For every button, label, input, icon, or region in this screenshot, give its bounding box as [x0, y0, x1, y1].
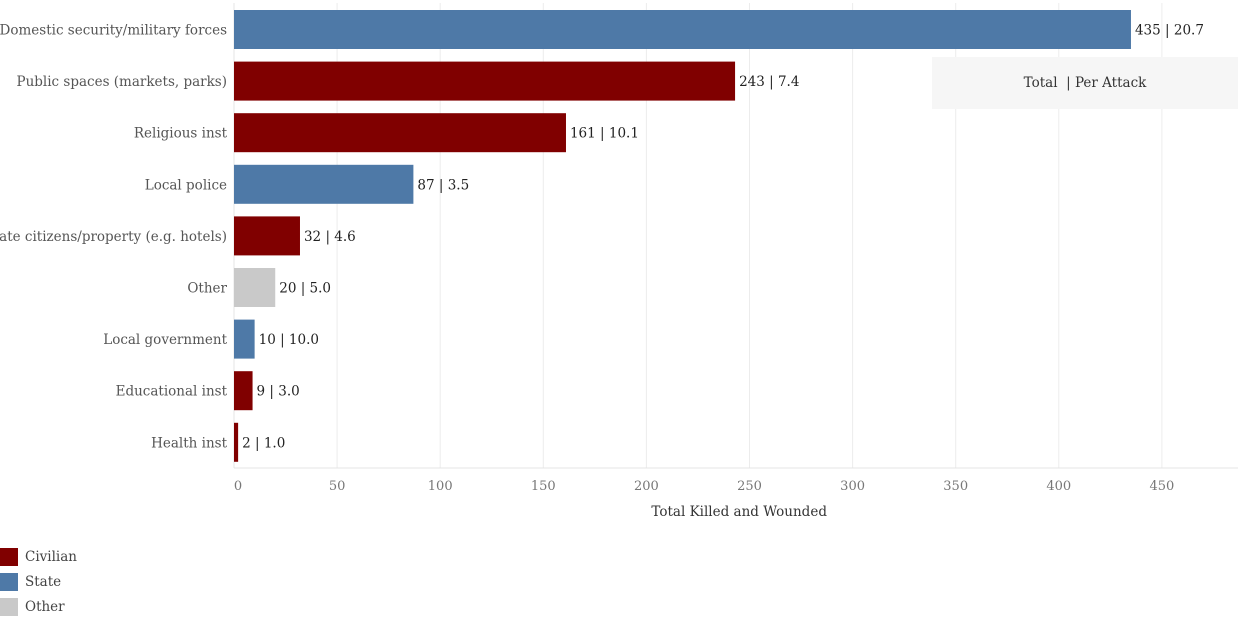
- x-tick-label: 300: [840, 479, 865, 494]
- data-label: 10 | 10.0: [259, 332, 319, 348]
- category-label: Local police: [145, 177, 227, 193]
- bars: [234, 10, 1131, 462]
- x-tick-label: 100: [428, 479, 453, 494]
- bar-domestic-security-military-forces[interactable]: [234, 10, 1131, 49]
- column-header-text: Total | Per Attack: [1023, 75, 1147, 91]
- bar-local-police[interactable]: [234, 164, 414, 204]
- bar-other[interactable]: [234, 268, 276, 307]
- data-label: 20 | 5.0: [279, 281, 331, 297]
- bar-public-spaces-markets-parks[interactable]: [234, 61, 736, 101]
- data-label: 32 | 4.6: [304, 229, 356, 245]
- category-label: Other: [187, 281, 227, 297]
- x-tick-label: 400: [1046, 479, 1071, 494]
- category-label: Local government: [103, 332, 227, 348]
- bar-religious-inst[interactable]: [234, 113, 566, 153]
- bar-private-citizens-property-e-g-hotels[interactable]: [234, 216, 300, 256]
- legend-item-other[interactable]: Other: [0, 594, 77, 619]
- legend-swatch-civilian: [0, 547, 18, 566]
- x-tick-label: 450: [1149, 479, 1174, 494]
- legend-item-state[interactable]: State: [0, 569, 77, 594]
- legend-item-civilian[interactable]: Civilian: [0, 544, 77, 569]
- x-tick-label: 200: [634, 479, 659, 494]
- bar-local-government[interactable]: [234, 319, 255, 359]
- legend-label: State: [25, 573, 62, 590]
- data-label: 2 | 1.0: [242, 435, 285, 451]
- data-label: 435 | 20.7: [1135, 23, 1204, 39]
- x-tick-label: 350: [943, 479, 968, 494]
- bar-educational-inst[interactable]: [234, 371, 253, 411]
- x-tick-label: 50: [329, 479, 346, 494]
- column-header-box: Total | Per Attack: [932, 57, 1238, 109]
- category-label: Health inst: [151, 435, 227, 451]
- legend: Civilian State Other: [0, 544, 77, 619]
- category-label: Private citizens/property (e.g. hotels): [0, 229, 227, 245]
- legend-swatch-other: [0, 597, 18, 616]
- category-label: Educational inst: [116, 384, 228, 400]
- category-label: Domestic security/military forces: [0, 23, 227, 39]
- legend-swatch-state: [0, 572, 18, 591]
- x-axis-ticks: 0 50 100 150 200 250 300 350 400 450: [234, 479, 1174, 494]
- category-label: Religious inst: [134, 126, 228, 142]
- bar-health-inst[interactable]: [234, 422, 239, 462]
- x-tick-label: 0: [234, 479, 242, 494]
- legend-label: Civilian: [25, 548, 77, 565]
- x-axis-title: Total Killed and Wounded: [651, 504, 827, 520]
- value-labels: 435 | 20.7 243 | 7.4 161 | 10.1 87 | 3.5 32 …: [242, 23, 1204, 452]
- data-label: 87 | 3.5: [417, 177, 469, 193]
- category-labels: Domestic security/military forces Public …: [0, 23, 228, 452]
- x-tick-label: 150: [531, 479, 556, 494]
- data-label: 243 | 7.4: [739, 74, 799, 90]
- data-label: 161 | 10.1: [570, 126, 639, 142]
- x-tick-label: 250: [737, 479, 762, 494]
- category-label: Public spaces (markets, parks): [17, 74, 228, 90]
- data-label: 9 | 3.0: [257, 384, 300, 400]
- legend-label: Other: [25, 598, 65, 615]
